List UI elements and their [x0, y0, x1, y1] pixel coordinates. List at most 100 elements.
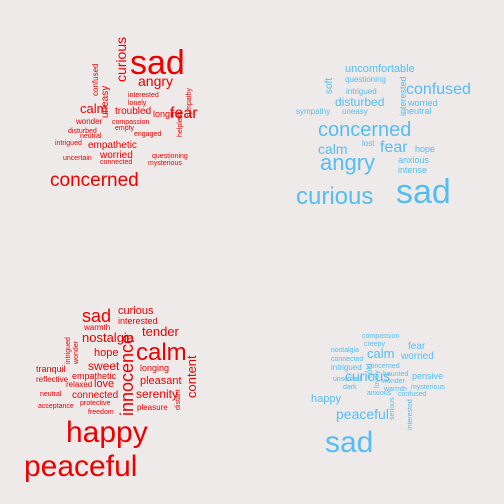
cloud-word-pensive: pensive	[412, 371, 443, 381]
cloud-word-wonder: wonder	[381, 378, 406, 385]
cloud-word-troubled: troubled	[115, 106, 151, 117]
cloud-word-intense: intense	[398, 165, 427, 175]
cloud-word-sad: sad	[325, 426, 373, 459]
cloud-word-happy: happy	[66, 416, 148, 449]
cloud-word-freedom: freedom	[88, 409, 114, 416]
cloud-word-engaged: engaged	[134, 131, 161, 138]
cloud-word-unsettled: unsettled	[333, 376, 362, 383]
cloud-word-concerned: concerned	[50, 170, 139, 191]
cloud-word-worried: worried	[99, 150, 133, 161]
cloud-word-calm: calm	[80, 101, 107, 116]
cloud-word-anxious: anxious	[367, 390, 392, 397]
cloud-word-pleasure: pleasure	[137, 403, 168, 412]
cloud-word-sad: sad	[82, 306, 111, 326]
cloud-word-sad: sad	[130, 44, 185, 82]
cloud-word-questioning: questioning	[152, 153, 188, 160]
cloud-word-interested: interested	[398, 76, 408, 116]
cloud-word-longing: longing	[140, 363, 169, 373]
cloud-word-compassion: compassion	[112, 119, 149, 126]
cloud-word-neutral: neutral	[40, 391, 62, 398]
cloud-word-lovely: lovely	[374, 370, 381, 388]
cloud-word-empty: empty	[115, 125, 135, 132]
cloud-word-haunted: haunted	[383, 371, 408, 378]
cloud-word-confused: confused	[91, 64, 100, 96]
cloud-word-love: love	[94, 378, 114, 390]
cloud-word-happy: happy	[311, 393, 341, 405]
cloud-word-tranquil: tranquil	[36, 364, 66, 374]
cloud-word-hope: hope	[415, 144, 435, 154]
cloud-word-sad: sad	[396, 173, 451, 211]
cloud-word-compassion: compassion	[362, 333, 399, 340]
cloud-word-uneasy: uneasy	[342, 107, 368, 116]
cloud-word-serenity: serenity	[136, 387, 178, 401]
cloud-word-connected: connected	[100, 159, 132, 166]
cloud-word-neutral: neutral	[404, 106, 432, 116]
cloud-word-helpless: helpless	[177, 111, 184, 137]
cloud-word-lonely: lonely	[128, 100, 147, 107]
cloud-word-pleasant: pleasant	[140, 375, 182, 387]
cloud-word-intrigued: intrigued	[65, 337, 72, 364]
cloud-word-curious: curious	[345, 368, 390, 384]
cloud-word-empathetic: empathetic	[88, 140, 137, 151]
cloud-word-lost: lost	[362, 139, 375, 148]
cloud-word-tender: tender	[142, 324, 180, 339]
cloud-word-interested: interested	[407, 399, 414, 430]
cloud-word-fear: fear	[380, 139, 408, 156]
cloud-word-worried: worried	[400, 351, 434, 362]
cloud-word-concerned: concerned	[318, 119, 411, 141]
cloud-word-mysterious: mysterious	[411, 384, 445, 391]
cloud-word-calm: calm	[136, 339, 187, 366]
cloud-word-connected: connected	[331, 356, 363, 363]
cloud-word-curious: curious	[118, 305, 154, 317]
cloud-word-interested: interested	[128, 92, 159, 99]
cloud-word-connected: connected	[72, 390, 118, 401]
cloud-word-disturbed: disturbed	[335, 95, 384, 109]
cloud-word-relaxed: relaxed	[66, 380, 92, 389]
cloud-word-questioning: questioning	[345, 75, 386, 84]
cloud-word-cold: cold	[365, 363, 374, 378]
cloud-word-concerned: concerned	[367, 363, 400, 370]
cloud-word-uncertain: uncertain	[63, 155, 92, 162]
cloud-word-distant: distant	[175, 389, 182, 410]
cloud-word-wonder: wonder	[73, 340, 80, 365]
cloud-word-angry: angry	[320, 150, 375, 175]
cloud-word-sympathy: sympathy	[296, 107, 330, 116]
cloud-word-confused: confused	[398, 391, 427, 398]
cloud-word-confused: confused	[406, 81, 471, 98]
cloud-word-acceptance: acceptance	[38, 403, 74, 410]
cloud-word-reflective: reflective	[36, 375, 69, 384]
cloud-word-disturbed: disturbed	[68, 128, 97, 135]
cloud-word-protective: protective	[80, 400, 110, 407]
cloud-word-angry: angry	[138, 73, 173, 89]
cloud-word-warmth: warmth	[383, 386, 407, 393]
cloud-word-soft: soft	[324, 78, 335, 94]
cloud-word-curious: curious	[113, 37, 129, 82]
cloud-word-innocence: innocence	[117, 334, 137, 416]
cloud-word-hope: hope	[94, 347, 118, 359]
cloud-word-peaceful: peaceful	[336, 406, 389, 422]
cloud-word-peaceful: peaceful	[24, 450, 137, 483]
cloud-word-neutral: neutral	[80, 133, 102, 140]
cloud-word-calm: calm	[367, 346, 394, 361]
cloud-word-content: content	[184, 355, 199, 398]
cloud-word-empathetic: empathetic	[72, 371, 117, 381]
cloud-word-calm: calm	[318, 141, 348, 157]
cloud-word-uncomfortable: uncomfortable	[345, 63, 415, 75]
cloud-word-nostalgia: nostalgia	[331, 347, 359, 354]
cloud-word-fear: fear	[408, 341, 426, 352]
cloud-word-intrigued: intrigued	[331, 363, 362, 372]
cloud-word-sweet: sweet	[88, 359, 120, 373]
cloud-word-nostalgia: nostalgia	[82, 330, 135, 345]
cloud-word-fear: fear	[170, 105, 198, 122]
cloud-word-dark: dark	[343, 384, 357, 391]
cloud-word-mysterious: mysterious	[148, 160, 182, 167]
cloud-word-intrigued: intrigued	[346, 87, 377, 96]
cloud-word-uneasy: uneasy	[100, 86, 111, 118]
cloud-word-interested: interested	[118, 316, 158, 326]
